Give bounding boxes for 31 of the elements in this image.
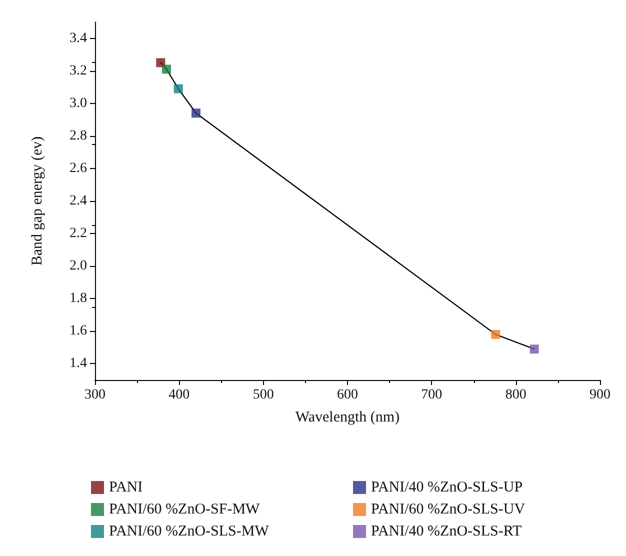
y-tick-label: 3.0 bbox=[70, 96, 87, 111]
x-tick-label: 800 bbox=[505, 388, 526, 402]
legend-label: PANI/60 %ZnO-SF-MW bbox=[109, 502, 261, 518]
y-tick-label: 3.2 bbox=[70, 63, 87, 78]
y-tick-label: 2.0 bbox=[70, 258, 87, 274]
y-tick-label: 1.6 bbox=[70, 324, 87, 339]
x-axis-title: Wavelength (nm) bbox=[295, 410, 400, 426]
x-tick-label: 700 bbox=[421, 388, 442, 402]
y-tick-label: 3.4 bbox=[70, 30, 87, 46]
legend-label: PANI/40 %ZnO-SLS-UP bbox=[371, 480, 523, 496]
x-tick-label: 600 bbox=[337, 388, 358, 402]
x-tick-label: 500 bbox=[252, 388, 274, 402]
y-tick-label: 1.8 bbox=[70, 291, 87, 306]
point bbox=[530, 344, 539, 354]
legend-label: PANI/60 %ZnO-SLS-UV bbox=[371, 502, 526, 518]
y-tick-label: 1.4 bbox=[70, 356, 87, 372]
point bbox=[162, 64, 172, 74]
legend-label: PANI bbox=[109, 480, 143, 496]
legend-label: PANI/40 %ZnO-SLS-RT bbox=[371, 524, 522, 540]
legend-label: PANI/60 %ZnO-SLS-MW bbox=[109, 524, 270, 540]
y-tick-label: 2.8 bbox=[70, 128, 87, 144]
y-tick-label: 2.6 bbox=[70, 160, 87, 176]
x-tick-label: 400 bbox=[168, 388, 190, 402]
x-tick-label: 300 bbox=[84, 388, 106, 402]
y-tick-label: 2.4 bbox=[70, 194, 87, 208]
y-tick-label: 2.2 bbox=[70, 226, 87, 242]
point bbox=[192, 108, 200, 118]
x-tick-label: 900 bbox=[590, 388, 610, 402]
point bbox=[174, 84, 183, 94]
y-axis-title: Band gap energy (ev) bbox=[30, 136, 46, 266]
point bbox=[491, 330, 500, 339]
